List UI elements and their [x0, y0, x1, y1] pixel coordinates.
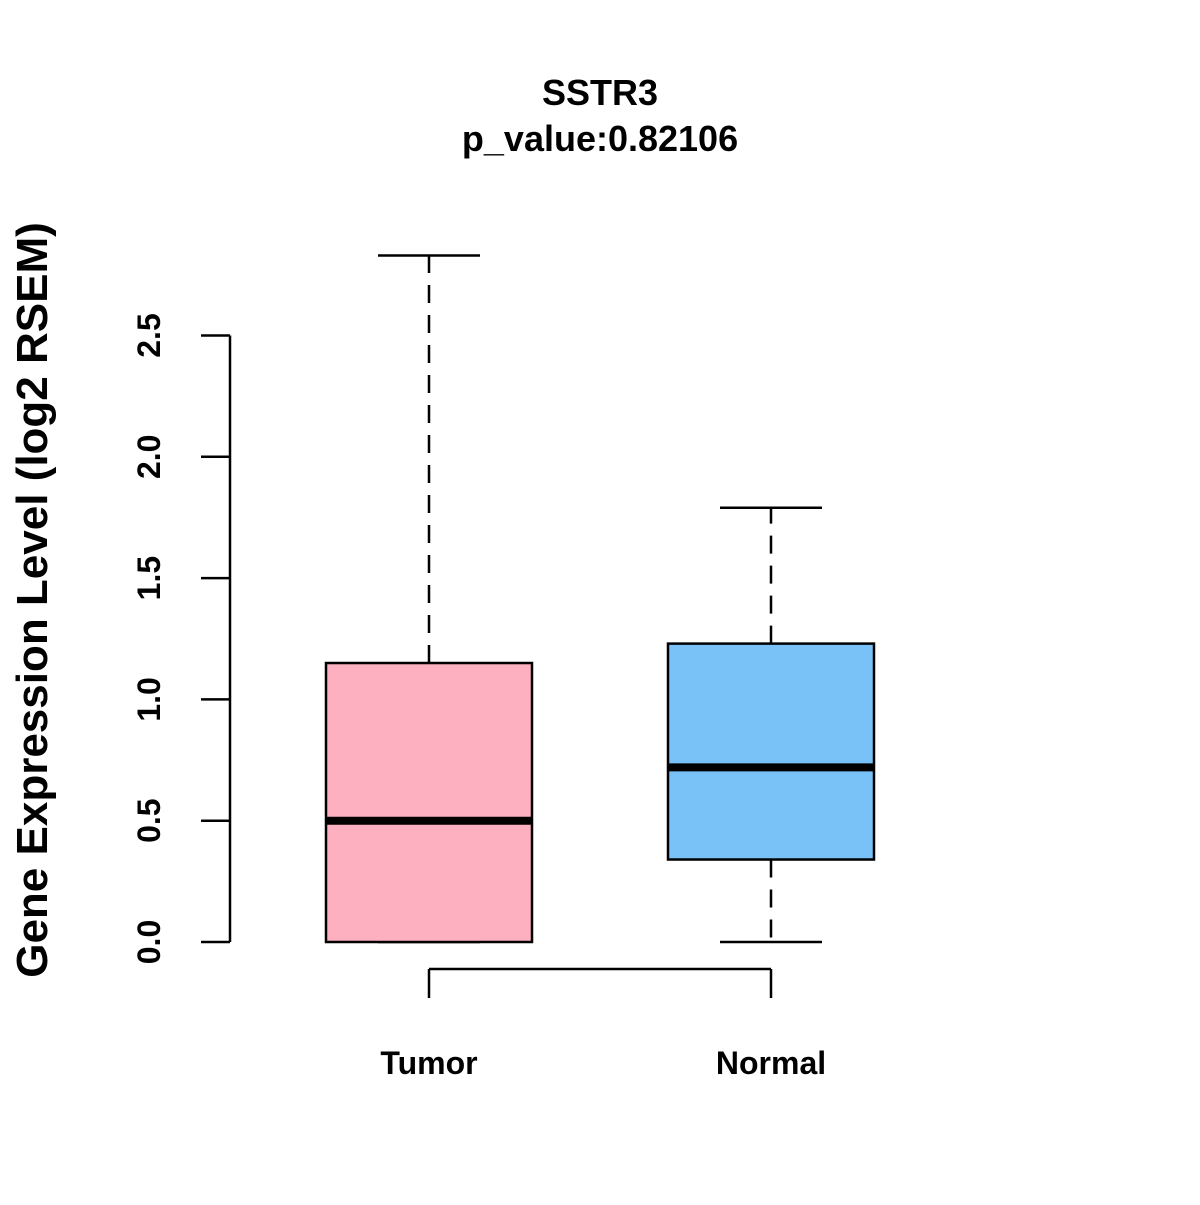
- y-tick-label: 2.0: [131, 435, 167, 479]
- chart-subtitle: p_value:0.82106: [462, 118, 738, 159]
- y-tick-label: 2.5: [131, 313, 167, 357]
- chart-title: SSTR3: [542, 72, 658, 113]
- x-axis: Tumor Normal: [380, 967, 826, 1081]
- y-axis-label: Gene Expression Level (log2 RSEM): [8, 222, 57, 978]
- y-tick-label: 1.0: [131, 677, 167, 721]
- box-body: [324, 661, 534, 944]
- x-tick-label: Tumor: [380, 1045, 477, 1081]
- x-tick-label: Normal: [716, 1045, 826, 1081]
- y-axis: 0.0 0.5 1.0 1.5 2.0 2.5: [131, 313, 232, 964]
- box-tumor: [324, 254, 534, 944]
- y-tick-label: 0.0: [131, 920, 167, 964]
- box-normal: [666, 506, 876, 944]
- y-tick-label: 1.5: [131, 556, 167, 600]
- box-body: [666, 642, 876, 861]
- y-tick-label: 0.5: [131, 798, 167, 842]
- box-group: [324, 254, 876, 944]
